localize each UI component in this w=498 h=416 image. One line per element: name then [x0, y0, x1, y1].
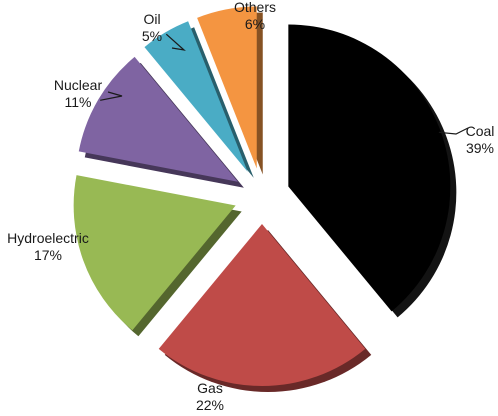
- label-name-coal: Coal: [466, 123, 495, 139]
- leader-line-nuclear: [100, 91, 123, 101]
- slice-nuclear: [78, 56, 238, 182]
- label-nuclear: Nuclear 11%: [54, 77, 103, 110]
- label-value-coal: 39%: [466, 140, 494, 156]
- label-oil: Oil 5%: [142, 11, 162, 44]
- leader-line-oil: [165, 33, 186, 51]
- slice-gas: [158, 224, 366, 386]
- slice-oil: [144, 21, 248, 172]
- label-name-gas: Gas: [197, 380, 223, 396]
- leader-line-coal: [438, 127, 469, 135]
- label-value-gas: 22%: [196, 397, 224, 413]
- label-gas: Gas 22%: [196, 380, 224, 413]
- label-value-hydroelectric: 17%: [34, 247, 62, 263]
- label-others: Others 6%: [234, 0, 276, 32]
- label-value-oil: 5%: [142, 28, 162, 44]
- label-hydroelectric: Hydroelectric 17%: [7, 230, 89, 263]
- label-value-others: 6%: [245, 16, 265, 32]
- label-name-hydroelectric: Hydroelectric: [7, 230, 89, 246]
- pie-slices: [73, 6, 457, 392]
- label-name-oil: Oil: [143, 11, 160, 27]
- pie-labels: Coal 39% Gas 22% Hydroelectric 17% Nuclear 11% O…: [7, 0, 494, 413]
- label-value-nuclear: 11%: [65, 94, 92, 110]
- label-name-others: Others: [234, 0, 276, 15]
- label-name-nuclear: Nuclear: [54, 77, 103, 93]
- slice-hydroelectric: [73, 175, 236, 331]
- slice-coal: [288, 24, 451, 312]
- label-coal: Coal 39%: [466, 123, 495, 156]
- slice-others: [197, 6, 257, 169]
